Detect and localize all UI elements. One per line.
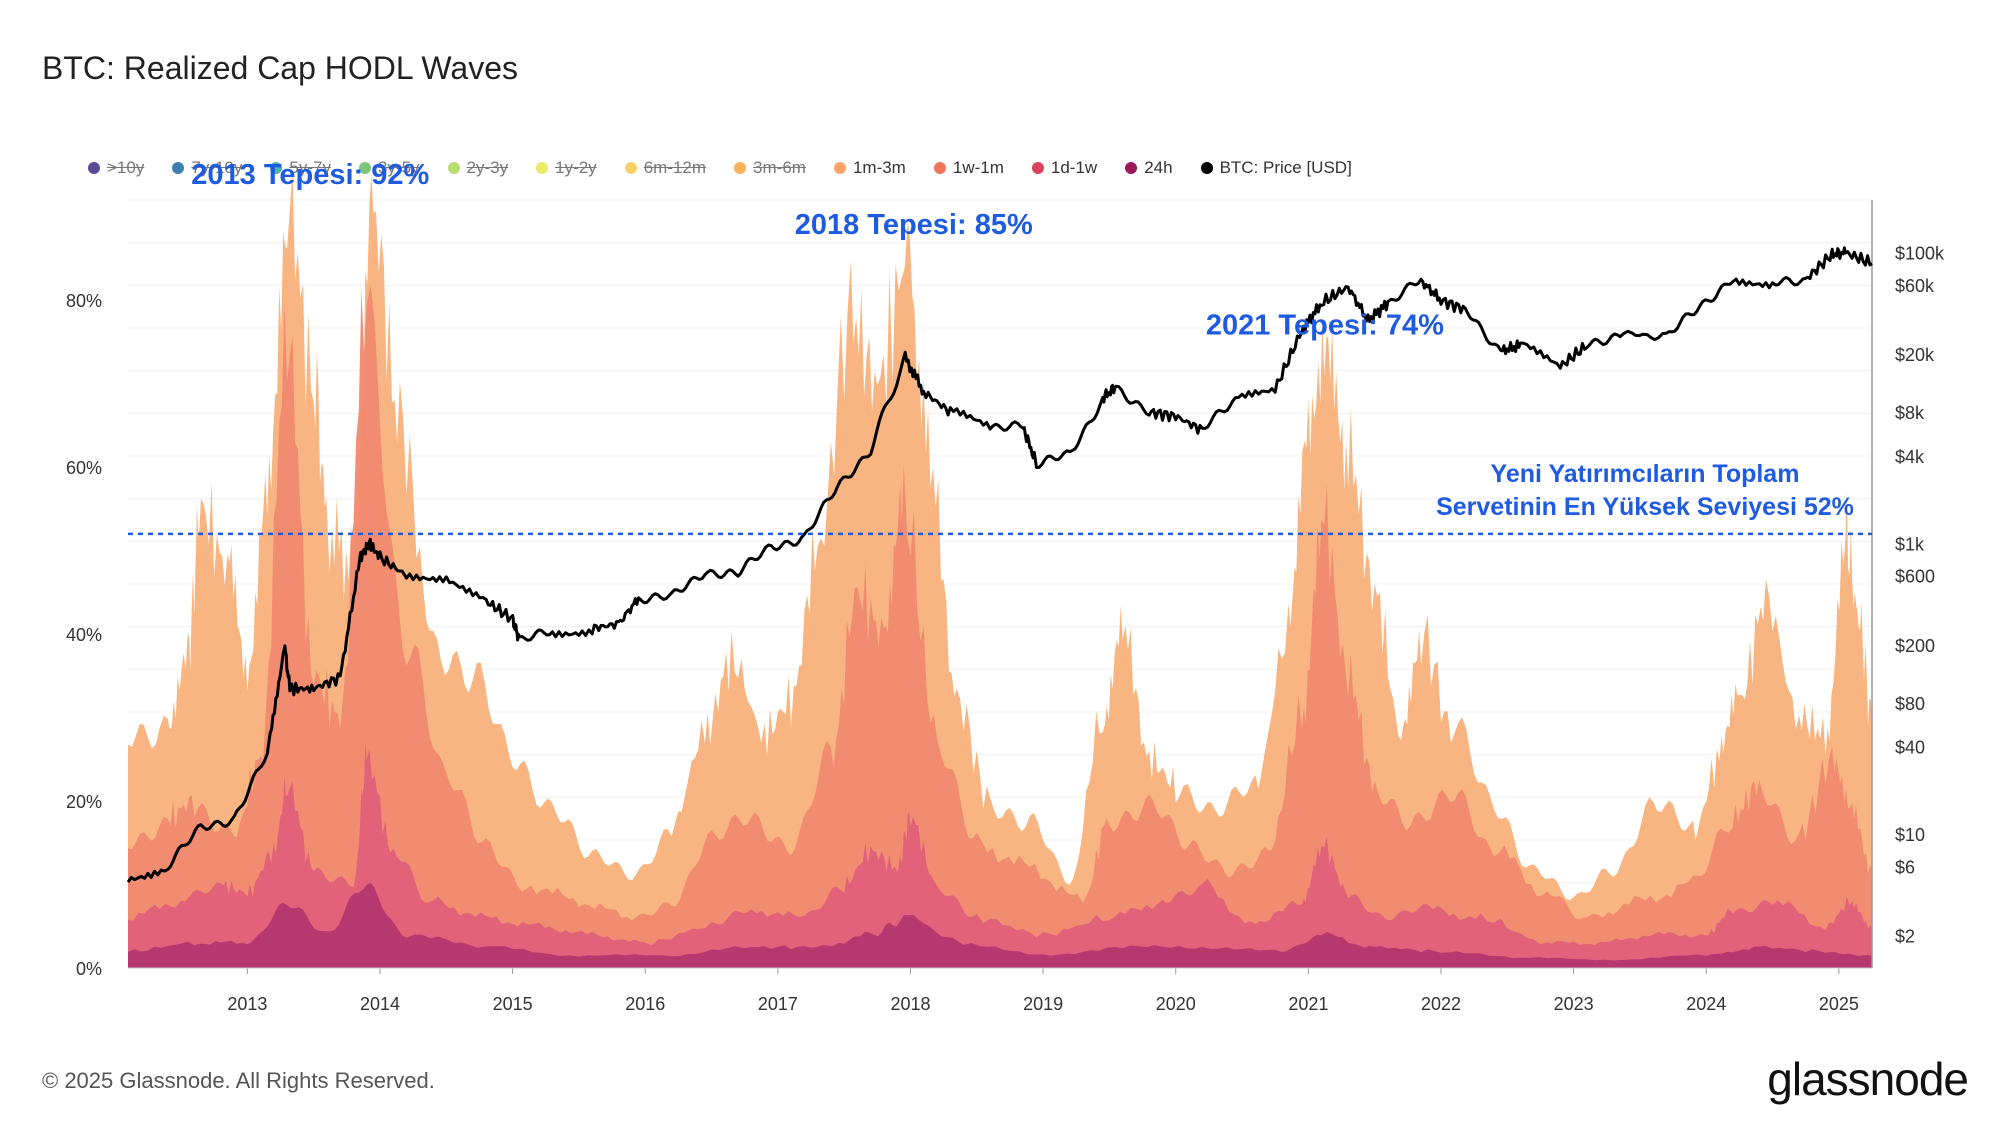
x-tick-label: 2023 (1554, 994, 1594, 1014)
btc-price-line (126, 246, 1873, 883)
legend-dot-icon (358, 162, 371, 174)
x-tick-label: 2013 (227, 994, 267, 1014)
x-tick-label: 2025 (1819, 994, 1859, 1014)
right-y-tick-label: $4k (1895, 447, 1925, 467)
legend-item[interactable]: 1d-1w (1031, 158, 1098, 178)
legend-dot-icon (536, 162, 549, 174)
legend-item[interactable]: 2y-3y (447, 158, 509, 178)
legend-label: 1w-1m (952, 158, 1004, 177)
right-y-tick-label: $100k (1895, 244, 1945, 264)
x-tick-label: 2024 (1686, 994, 1726, 1014)
area-1m-3m (128, 168, 1872, 969)
copyright-text: © 2025 Glassnode. All Rights Reserved. (42, 1068, 435, 1093)
reference-line-label: Yeni Yatırımcıların Toplam (1491, 460, 1800, 488)
reference-line-label: Servetinin En Yüksek Seviyesi 52% (1436, 493, 1854, 521)
right-y-tick-label: $40 (1895, 738, 1925, 758)
legend-item[interactable]: 1w-1m (933, 158, 1004, 178)
legend-item[interactable]: 5y-7y (270, 158, 331, 178)
right-y-tick-label: $60k (1895, 276, 1935, 296)
y-tick-label: 20% (66, 792, 102, 812)
legend-item[interactable]: 3m-6m (734, 158, 806, 178)
area-24h (128, 882, 1872, 968)
legend-dot-icon (447, 162, 460, 174)
peak-annotation: 2018 Tepesi: 85% (795, 209, 1033, 241)
legend-dot-icon (172, 162, 185, 174)
legend-item[interactable]: >10y (88, 158, 144, 178)
legend-label: 6m-12m (643, 158, 707, 177)
legend-item[interactable]: 1y-2y (536, 158, 597, 178)
y-tick-label: 80% (66, 291, 102, 311)
legend-dot-icon (88, 162, 100, 174)
legend-label: 1y-2y (555, 158, 597, 177)
x-tick-label: 2016 (625, 994, 665, 1014)
y-tick-label: 0% (76, 959, 102, 979)
glassnode-logo[interactable]: glassnode (1767, 1053, 1969, 1105)
chart-legend: >10y 7y-10y 5y-7y 3y-5y 2y-3y 1y-2y 6m-12m 3m-6… (88, 156, 1380, 180)
right-y-tick-label: $6 (1895, 857, 1915, 877)
legend-dot-icon (833, 162, 846, 174)
legend-label: 1m-3m (852, 158, 906, 177)
legend-item[interactable]: 7y-10y (172, 158, 242, 178)
x-tick-label: 2021 (1288, 994, 1328, 1014)
legend-item[interactable]: 6m-12m (624, 158, 707, 178)
y-tick-label: 60% (66, 458, 102, 478)
right-y-tick-label: $2 (1895, 927, 1915, 947)
legend-item[interactable]: 3y-5y (358, 158, 420, 178)
legend-label: 3y-5y (377, 158, 420, 177)
legend-dot-icon (1031, 162, 1044, 174)
legend-label: BTC: Price [USD] (1219, 158, 1352, 177)
legend-dot-icon (270, 162, 283, 174)
peak-annotation: 2021 Tepesi: 74% (1206, 309, 1444, 341)
area-1d-1w (128, 740, 1872, 968)
right-y-tick-label: $80 (1895, 694, 1925, 714)
x-tick-label: 2019 (1023, 994, 1063, 1014)
x-tick-label: 2017 (758, 994, 798, 1014)
right-y-tick-label: $1k (1895, 534, 1925, 554)
right-y-tick-label: $10 (1895, 825, 1925, 845)
right-y-tick-label: $8k (1895, 403, 1925, 423)
x-tick-label: 2015 (493, 994, 533, 1014)
legend-dot-icon (933, 162, 946, 174)
legend-label: 24h (1144, 158, 1173, 177)
legend-dot-icon (1125, 162, 1138, 174)
x-tick-label: 2014 (360, 994, 400, 1014)
x-tick-label: 2020 (1156, 994, 1196, 1014)
right-y-tick-label: $20k (1895, 345, 1935, 365)
legend-item[interactable]: BTC: Price [USD] (1200, 158, 1352, 178)
legend-label: 3m-6m (753, 158, 806, 177)
right-y-tick-label: $600 (1895, 567, 1935, 587)
legend-label: 1d-1w (1050, 158, 1098, 177)
x-tick-label: 2022 (1421, 994, 1461, 1014)
legend-dot-icon (624, 162, 637, 174)
legend-dot-icon (734, 162, 747, 174)
legend-label: >10y (107, 158, 145, 177)
legend-label: 2y-3y (466, 158, 509, 177)
legend-item[interactable]: 1m-3m (833, 158, 906, 178)
legend-label: 5y-7y (289, 158, 331, 177)
chart-title: BTC: Realized Cap HODL Waves (42, 50, 518, 86)
legend-item[interactable]: 24h (1125, 158, 1173, 178)
peak-annotation: 2013 Tepesi: 92% (191, 159, 429, 191)
y-tick-label: 40% (66, 625, 102, 645)
legend-dot-icon (1200, 162, 1213, 174)
right-y-tick-label: $200 (1895, 636, 1935, 656)
x-tick-label: 2018 (890, 994, 930, 1014)
legend-label: 7y-10y (191, 158, 243, 177)
